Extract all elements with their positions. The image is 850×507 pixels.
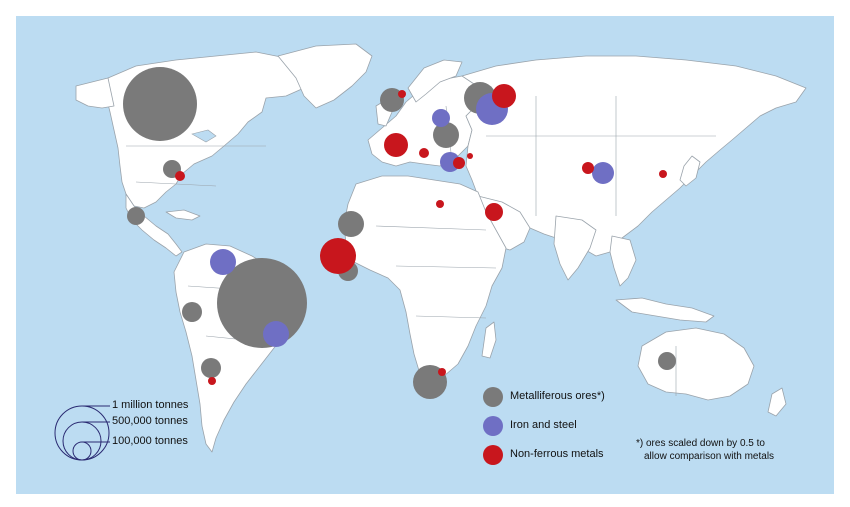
footnote-line-1: *) ores scaled down by 0.5 to (636, 438, 765, 449)
bubble-nonferrous-georgia (467, 153, 473, 159)
bubble-nonferrous-saudi (485, 203, 503, 221)
map-borders (126, 96, 716, 396)
indonesia (615, 297, 715, 323)
greenland (277, 43, 373, 109)
bubble-ores-ukraine (433, 122, 459, 148)
footnote-line-2: allow comparison with metals (644, 451, 775, 462)
scandinavia (407, 59, 463, 103)
legend-marker-metalliferous-ores (483, 387, 503, 407)
trade-bubbles (123, 67, 676, 399)
bubble-nonferrous-russia (492, 84, 516, 108)
legend-label-iron-and-steel: Iron and steel (510, 419, 577, 431)
bubble-ores-chile (201, 358, 221, 378)
world-map-svg (54, 43, 807, 465)
size-legend-circle-1m (54, 405, 110, 461)
size-legend-circle-100k (72, 441, 92, 461)
world-map: 1 million tonnes 500,000 tonnes 100,000 … (16, 16, 834, 494)
bubble-nonferrous-libya (436, 200, 444, 208)
bubble-iron-china (592, 162, 614, 184)
size-legend-circle-500k (62, 421, 102, 461)
australia (637, 327, 755, 401)
legend-label-non-ferrous-metals: Non-ferrous metals (510, 448, 604, 460)
india (553, 215, 597, 281)
size-legend-label-500k: 500,000 tonnes (112, 415, 188, 427)
asia (461, 55, 807, 257)
bubble-ores-canada (123, 67, 197, 141)
bubble-nonferrous-guinea (320, 238, 356, 274)
size-legend-label-1m: 1 million tonnes (112, 399, 189, 411)
bubble-nonferrous-chile (208, 377, 216, 385)
japan (679, 155, 701, 187)
bubble-nonferrous-norway (398, 90, 406, 98)
africa (343, 175, 507, 385)
bubble-nonferrous-france (384, 133, 408, 157)
bubble-nonferrous-usa (175, 171, 185, 181)
legend-label-metalliferous-ores: Metalliferous ores*) (510, 390, 605, 402)
size-legend-circles (54, 405, 110, 461)
bubble-iron-germany (432, 109, 450, 127)
bubble-nonferrous-mozambique (438, 368, 446, 376)
bubble-ores-mauritania (338, 211, 364, 237)
bubble-ores-australia (658, 352, 676, 370)
bubble-nonferrous-china (582, 162, 594, 174)
bubble-ores-mexico (127, 207, 145, 225)
caribbean-islands (165, 209, 201, 221)
legend-marker-iron-and-steel (483, 416, 503, 436)
category-legend-markers (483, 387, 503, 465)
southeast-asia (609, 235, 637, 287)
madagascar (481, 321, 497, 359)
size-legend-label-100k: 100,000 tonnes (112, 435, 188, 447)
alaska (75, 77, 115, 109)
bubble-iron-brazil (263, 321, 289, 347)
bubble-ores-peru (182, 302, 202, 322)
legend-marker-non-ferrous-metals (483, 445, 503, 465)
new-zealand (767, 387, 787, 417)
bubble-nonferrous-balkans (419, 148, 429, 158)
bubble-iron-venezuela (210, 249, 236, 275)
bubble-nonferrous-korea (659, 170, 667, 178)
bubble-nonferrous-turkey (453, 157, 465, 169)
